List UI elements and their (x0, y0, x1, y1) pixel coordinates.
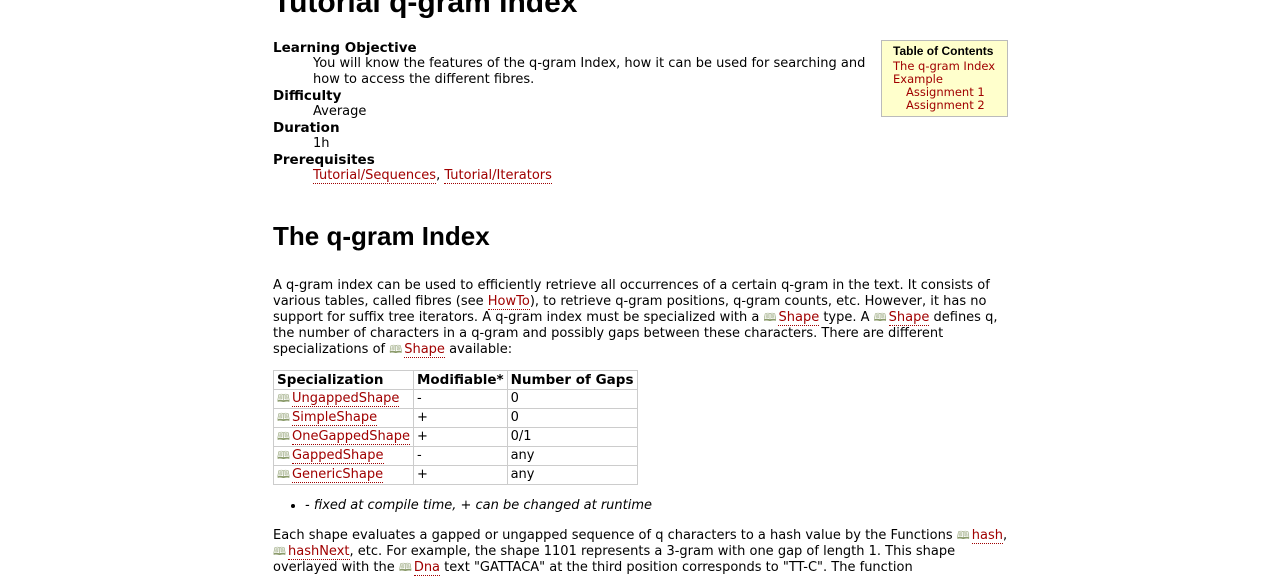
table-row: 🕮 GenericShape + any (273, 465, 638, 485)
book-icon: 🕮 (277, 449, 290, 462)
tutorial-meta: Learning Objective You will know the fea… (273, 40, 873, 184)
gaps-cell: 0 (506, 389, 638, 409)
book-icon: 🕮 (277, 430, 290, 443)
mod-cell: + (412, 465, 508, 485)
duration-value: 1h (313, 136, 330, 151)
gaps-cell: 0 (506, 408, 638, 428)
table-row: 🕮 OneGappedShape + 0/1 (273, 427, 638, 447)
p1-text-4: defines q, the number of characters in a… (273, 310, 998, 357)
book-icon: 🕮 (277, 392, 290, 405)
p1-text-2: ), to retrieve q-gram positions, q-gram … (273, 294, 987, 325)
hashnext-link[interactable]: hashNext (287, 544, 350, 560)
footnote-item: - fixed at compile time, + can be change… (305, 498, 652, 514)
spec-link[interactable]: UngappedShape (291, 391, 400, 407)
gaps-cell: any (506, 465, 638, 485)
p1-text-3: type. A (819, 310, 874, 325)
gaps-cell: 0/1 (506, 427, 638, 447)
toc-item-assignment-1[interactable]: Assignment 1 (906, 85, 985, 99)
spec-link[interactable]: OneGappedShape (291, 429, 410, 445)
toc-title: Table of Contents (893, 44, 994, 58)
book-icon: 🕮 (277, 411, 290, 424)
spec-cell: 🕮 GenericShape (273, 465, 414, 485)
spec-cell: 🕮 OneGappedShape (273, 427, 414, 447)
book-icon: 🕮 (277, 468, 290, 481)
book-icon: 🕮 (389, 343, 403, 356)
col-modifiable: Modifiable* (412, 370, 508, 390)
book-icon: 🕮 (873, 311, 887, 324)
table-footnote: - fixed at compile time, + can be change… (273, 498, 652, 514)
toc-item-qgram-index[interactable]: The q-gram Index (893, 59, 996, 73)
intro-paragraph: A q-gram index can be used to efficientl… (273, 278, 1008, 358)
table-row: 🕮 GappedShape - any (273, 446, 638, 466)
table-row: 🕮 UngappedShape - 0 (273, 389, 638, 409)
table-header-row: Specialization Modifiable* Number of Gap… (273, 370, 638, 390)
toc-item-assignment-2[interactable]: Assignment 2 (906, 98, 985, 112)
book-icon: 🕮 (763, 311, 777, 324)
hash-link[interactable]: hash (971, 528, 1003, 544)
spec-cell: 🕮 SimpleShape (273, 408, 414, 428)
dna-link[interactable]: Dna (413, 560, 441, 576)
p2-text-4: text "GATTACA" at the third position cor… (440, 560, 913, 575)
spec-link[interactable]: SimpleShape (291, 410, 378, 426)
p2-text-2: , (1002, 528, 1008, 543)
col-specialization: Specialization (273, 370, 414, 390)
learning-objective-label: Learning Objective (273, 40, 417, 56)
spec-link[interactable]: GenericShape (291, 467, 384, 483)
table-row: 🕮 SimpleShape + 0 (273, 408, 638, 428)
mod-cell: + (412, 427, 508, 447)
prereq-separator: , (436, 168, 445, 183)
p2-text-1: Each shape evaluates a gapped or ungappe… (273, 528, 957, 543)
book-icon: 🕮 (956, 529, 970, 542)
table-of-contents: Table of Contents The q-gram Index Examp… (881, 40, 1008, 117)
prereq-link-iterators[interactable]: Tutorial/Iterators (444, 168, 552, 184)
learning-objective-text: You will know the features of the q-gram… (313, 56, 866, 87)
spec-cell: 🕮 UngappedShape (273, 389, 414, 409)
spec-link[interactable]: GappedShape (291, 448, 384, 464)
shape-link-1[interactable]: Shape (778, 310, 820, 326)
shape-link-3[interactable]: Shape (404, 342, 445, 358)
mod-cell: - (412, 389, 508, 409)
book-icon: 🕮 (398, 561, 412, 574)
mod-cell: + (412, 408, 508, 428)
prerequisites-links: Tutorial/Sequences, Tutorial/Iterators (313, 168, 873, 184)
toc-item-example[interactable]: Example (893, 72, 943, 86)
page-title: Tutorial q-gram Index (273, 0, 578, 19)
prerequisites-label: Prerequisites (273, 152, 375, 168)
p1-text-5: available: (444, 342, 513, 357)
difficulty-value: Average (313, 104, 367, 119)
col-number-of-gaps: Number of Gaps (506, 370, 638, 390)
spec-cell: 🕮 GappedShape (273, 446, 414, 466)
section-heading: The q-gram Index (273, 221, 490, 251)
shape-link-2[interactable]: Shape (888, 310, 930, 326)
duration-label: Duration (273, 120, 340, 136)
shape-specializations-table: Specialization Modifiable* Number of Gap… (273, 370, 638, 485)
difficulty-label: Difficulty (273, 88, 342, 104)
prereq-link-sequences[interactable]: Tutorial/Sequences (313, 168, 437, 184)
mod-cell: - (412, 446, 508, 466)
book-icon: 🕮 (273, 545, 286, 558)
gaps-cell: any (506, 446, 638, 466)
howto-link[interactable]: HowTo (487, 294, 530, 310)
p1-text-1: A q-gram index can be used to efficientl… (273, 278, 990, 309)
